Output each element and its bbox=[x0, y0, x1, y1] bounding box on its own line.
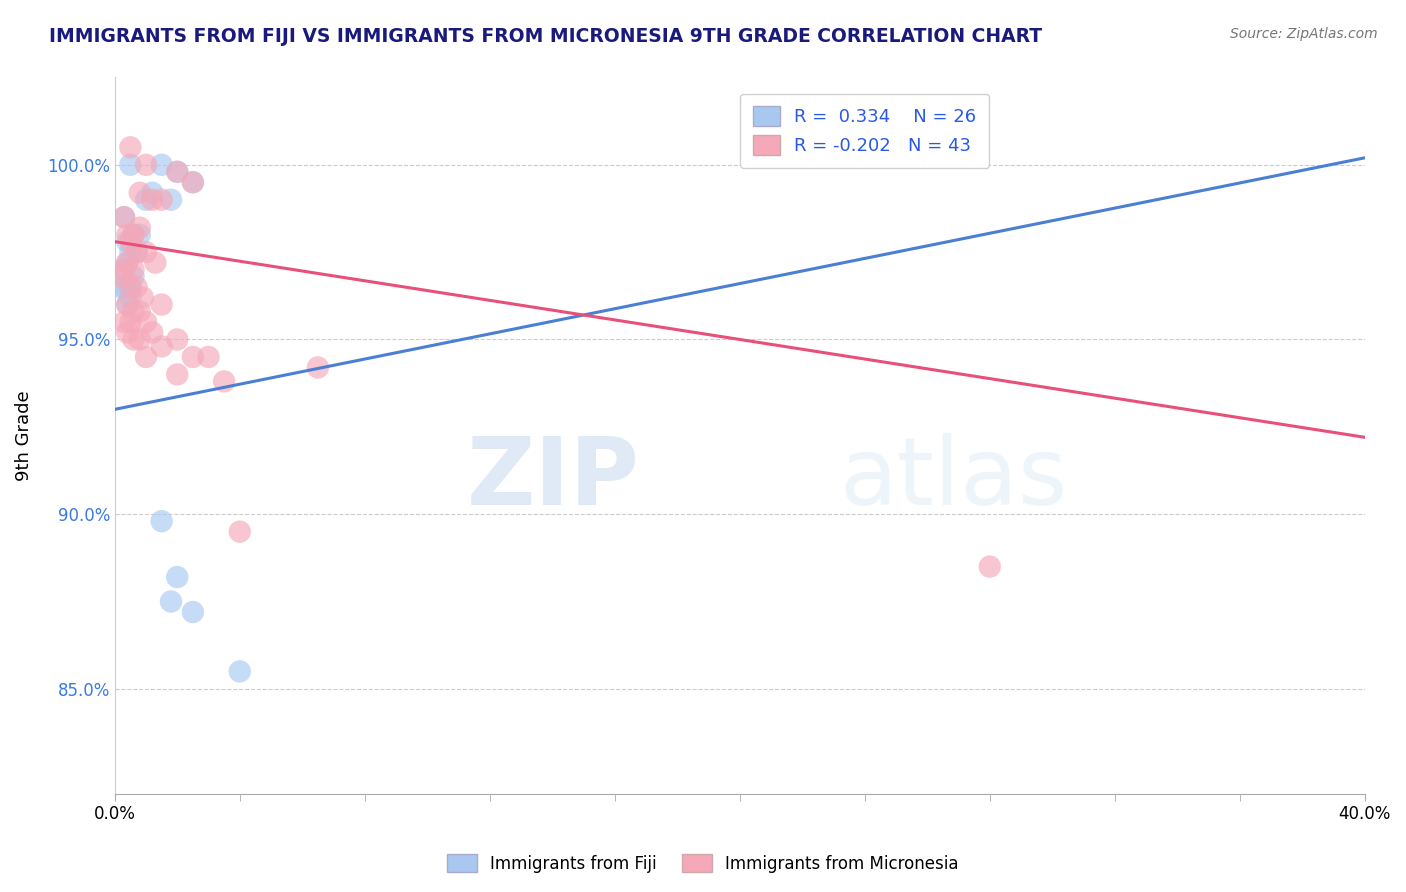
Point bbox=[117, 297, 139, 311]
Point bbox=[120, 235, 142, 249]
Text: atlas: atlas bbox=[839, 433, 1069, 524]
Point bbox=[135, 158, 157, 172]
Point bbox=[117, 297, 139, 311]
Point bbox=[122, 227, 145, 242]
Point bbox=[117, 235, 139, 249]
Point bbox=[112, 280, 135, 294]
Point bbox=[150, 193, 173, 207]
Point bbox=[122, 227, 145, 242]
Point bbox=[145, 255, 167, 269]
Point bbox=[181, 175, 204, 189]
Point bbox=[166, 570, 188, 584]
Text: ZIP: ZIP bbox=[467, 433, 640, 524]
Point bbox=[112, 315, 135, 329]
Point bbox=[979, 559, 1001, 574]
Point bbox=[166, 165, 188, 179]
Point bbox=[122, 269, 145, 284]
Point bbox=[150, 297, 173, 311]
Point bbox=[125, 245, 148, 260]
Point bbox=[120, 291, 142, 305]
Point bbox=[141, 186, 163, 200]
Point bbox=[135, 245, 157, 260]
Point bbox=[229, 524, 252, 539]
Point bbox=[117, 255, 139, 269]
Point bbox=[128, 227, 150, 242]
Point bbox=[181, 350, 204, 364]
Point bbox=[125, 280, 148, 294]
Point bbox=[141, 193, 163, 207]
Y-axis label: 9th Grade: 9th Grade bbox=[15, 390, 32, 481]
Point bbox=[128, 333, 150, 347]
Point bbox=[181, 605, 204, 619]
Point bbox=[112, 210, 135, 224]
Point bbox=[120, 158, 142, 172]
Point bbox=[110, 280, 132, 294]
Point bbox=[197, 350, 219, 364]
Point bbox=[128, 186, 150, 200]
Point bbox=[132, 291, 155, 305]
Point bbox=[112, 262, 135, 277]
Point bbox=[120, 245, 142, 260]
Point bbox=[135, 350, 157, 364]
Point bbox=[117, 255, 139, 269]
Point bbox=[150, 339, 173, 353]
Point bbox=[120, 280, 142, 294]
Text: IMMIGRANTS FROM FIJI VS IMMIGRANTS FROM MICRONESIA 9TH GRADE CORRELATION CHART: IMMIGRANTS FROM FIJI VS IMMIGRANTS FROM … bbox=[49, 27, 1042, 45]
Point bbox=[181, 175, 204, 189]
Point bbox=[117, 326, 139, 340]
Point bbox=[128, 220, 150, 235]
Point bbox=[166, 333, 188, 347]
Point bbox=[120, 140, 142, 154]
Point bbox=[120, 315, 142, 329]
Point bbox=[120, 280, 142, 294]
Point bbox=[112, 262, 135, 277]
Point bbox=[112, 210, 135, 224]
Point bbox=[117, 227, 139, 242]
Point bbox=[160, 193, 183, 207]
Point bbox=[160, 594, 183, 608]
Point bbox=[110, 269, 132, 284]
Legend: Immigrants from Fiji, Immigrants from Micronesia: Immigrants from Fiji, Immigrants from Mi… bbox=[440, 847, 966, 880]
Point bbox=[135, 193, 157, 207]
Point bbox=[122, 333, 145, 347]
Point bbox=[141, 326, 163, 340]
Text: Source: ZipAtlas.com: Source: ZipAtlas.com bbox=[1230, 27, 1378, 41]
Point bbox=[125, 245, 148, 260]
Point bbox=[128, 304, 150, 318]
Point bbox=[135, 315, 157, 329]
Point bbox=[122, 304, 145, 318]
Point bbox=[166, 165, 188, 179]
Point bbox=[212, 375, 235, 389]
Point bbox=[229, 665, 252, 679]
Point bbox=[307, 360, 329, 375]
Point bbox=[122, 262, 145, 277]
Point bbox=[150, 514, 173, 528]
Legend: R =  0.334    N = 26, R = -0.202   N = 43: R = 0.334 N = 26, R = -0.202 N = 43 bbox=[741, 94, 990, 168]
Point bbox=[150, 158, 173, 172]
Point bbox=[166, 368, 188, 382]
